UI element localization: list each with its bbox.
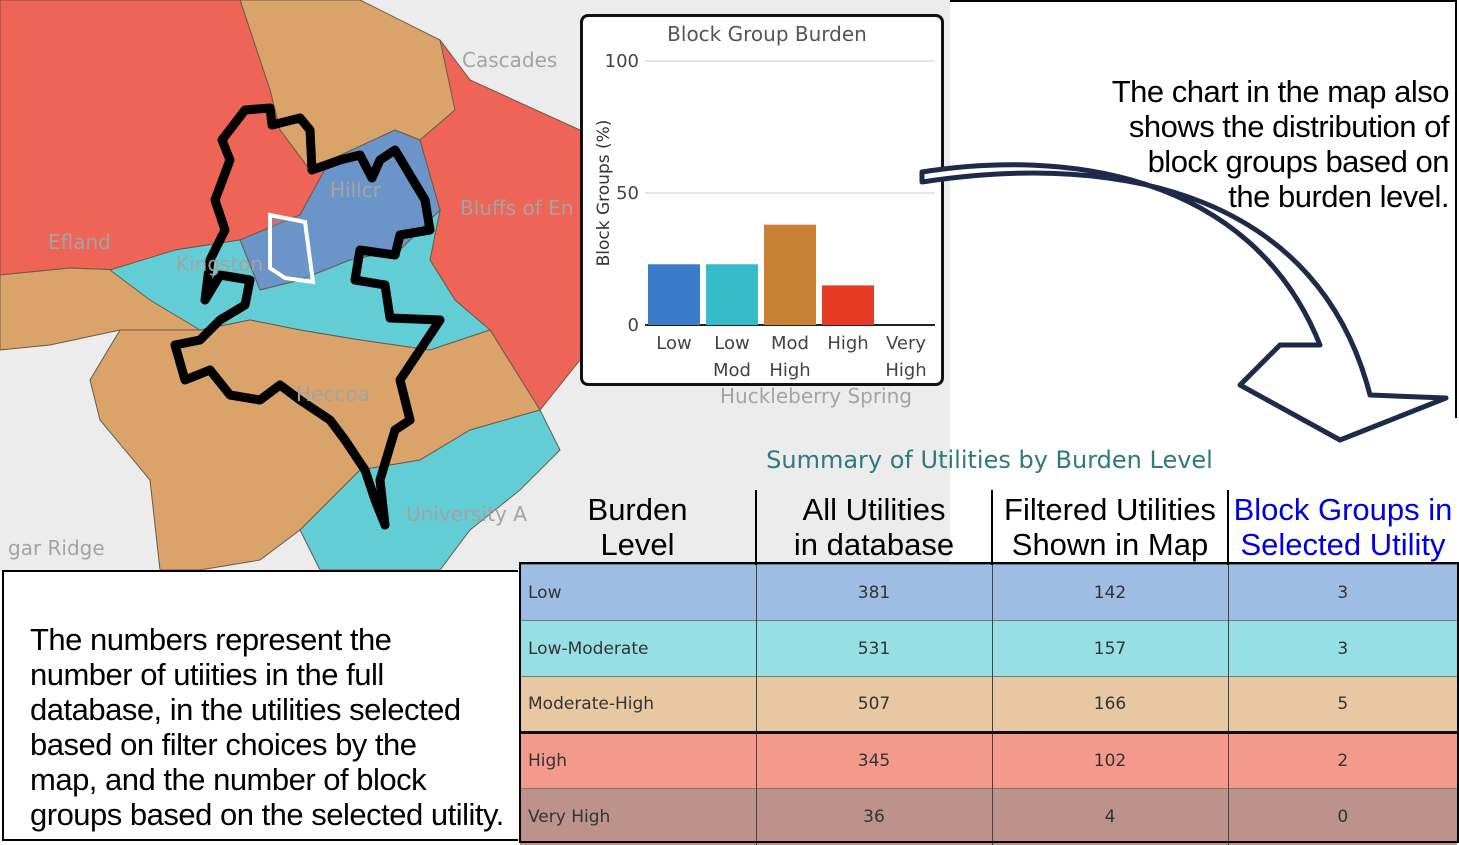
- chart-note-line: The chart in the map also: [1111, 74, 1450, 109]
- header-burden-level: Burden Level: [520, 490, 756, 565]
- table-note-line: based on filter choices by the: [30, 727, 417, 762]
- map-view[interactable]: Cascades Bluffs of En Hillcr Efland King…: [0, 0, 950, 570]
- cell-filtered-utilities: 4: [991, 788, 1228, 845]
- map-label-bluffs: Bluffs of En: [460, 196, 574, 220]
- cell-burden-level: Very High: [520, 788, 756, 845]
- chart-explanation-note: The chart in the map also shows the dist…: [1029, 74, 1450, 214]
- table-row: Moderate-High 507 166 5: [520, 676, 1457, 733]
- chart-y-tick-label: 50: [616, 183, 639, 204]
- chart-x-tick-label: High: [769, 360, 810, 381]
- chart-bar: [822, 285, 874, 325]
- chart-svg: Block Group Burden Block Groups (%) 0 50 100…: [594, 22, 935, 381]
- header-line: Shown in Map: [1011, 527, 1209, 562]
- table-note-line: database, in the utilities selected: [30, 692, 461, 727]
- cell-all-utilities: 36: [755, 788, 992, 845]
- cell-filtered-utilities: 142: [991, 564, 1228, 621]
- cell-all-utilities: 381: [755, 564, 992, 621]
- header-line: in database: [793, 527, 955, 562]
- table-note-line: The numbers represent the: [30, 622, 392, 657]
- table-row: High 345 102 2: [520, 731, 1457, 789]
- header-line: Filtered Utilities: [1004, 492, 1216, 527]
- table-note-line: groups based on the selected utility.: [30, 797, 504, 832]
- cell-all-utilities: 507: [755, 676, 992, 733]
- cell-burden-level: Low-Moderate: [520, 620, 756, 677]
- map-canvas[interactable]: [0, 0, 950, 570]
- cell-block-groups: 0: [1227, 788, 1457, 845]
- map-label-sugar-ridge: gar Ridge: [8, 536, 105, 560]
- header-line: Block Groups in: [1233, 492, 1453, 527]
- header-line: Burden: [587, 492, 688, 527]
- cell-all-utilities: 345: [755, 731, 992, 789]
- map-label-university: University A: [406, 502, 527, 526]
- map-regions: [0, 0, 631, 570]
- cell-block-groups: 2: [1227, 731, 1457, 789]
- header-line: Level: [600, 527, 675, 562]
- chart-x-tick-label: Low: [656, 333, 691, 354]
- chart-note-line: the burden level.: [1228, 179, 1449, 214]
- chart-note-line: shows the distribution of: [1128, 109, 1450, 144]
- chart-x-tick-label: Mod: [771, 333, 809, 354]
- table-explanation-note: The numbers represent the number of utii…: [30, 622, 515, 832]
- header-line: All Utilities: [802, 492, 946, 527]
- map-label-heccoa: Heccoa: [296, 382, 370, 406]
- cell-block-groups: 3: [1227, 564, 1457, 621]
- cell-burden-level: Low: [520, 564, 756, 621]
- summary-title: Summary of Utilities by Burden Level: [766, 446, 1213, 474]
- utility-boundary-outline: [170, 103, 445, 530]
- map-label-huckleberry: Huckleberry Spring: [720, 384, 912, 408]
- cell-burden-level: High: [520, 731, 756, 789]
- chart-note-line: block groups based on: [1147, 144, 1450, 179]
- table-explanation-box: [2, 570, 518, 841]
- header-line: Selected Utility: [1240, 527, 1446, 562]
- table-row: Low-Moderate 531 157 3: [520, 620, 1457, 677]
- chart-x-tick-label: Mod: [713, 360, 751, 381]
- summary-header-row: Burden Level All Utilities in database F…: [520, 490, 1457, 565]
- chart-bar: [764, 224, 816, 325]
- table-note-line: number of utiities in the full: [30, 657, 384, 692]
- chart-y-tick-label: 0: [628, 315, 639, 336]
- cell-burden-level: Moderate-High: [520, 676, 756, 733]
- summary-table: Burden Level All Utilities in database F…: [520, 490, 1457, 845]
- block-group-burden-chart: Block Group Burden Block Groups (%) 0 50 100…: [580, 14, 944, 386]
- selected-block-group[interactable]: [268, 212, 316, 285]
- map-label-cascades: Cascades: [462, 48, 558, 72]
- map-label-efland: Efland: [48, 230, 111, 254]
- chart-bar: [706, 264, 758, 325]
- table-note-line: map, and the number of block: [30, 762, 427, 797]
- chart-bar: [648, 264, 700, 325]
- map-label-hillcrest: Hillcr: [330, 178, 381, 202]
- chart-x-tick-label: Very: [886, 333, 926, 354]
- cell-filtered-utilities: 166: [991, 676, 1228, 733]
- header-block-groups: Block Groups in Selected Utility: [1227, 490, 1457, 565]
- region-low-mod-south[interactable]: [299, 409, 561, 570]
- chart-title: Block Group Burden: [667, 22, 867, 46]
- cell-block-groups: 3: [1227, 620, 1457, 677]
- cell-block-groups: 5: [1227, 676, 1457, 733]
- header-all-utilities: All Utilities in database: [755, 490, 992, 565]
- table-row: Very High 36 4 0: [520, 788, 1457, 845]
- cell-filtered-utilities: 102: [991, 731, 1228, 789]
- chart-x-tick-label: Low: [714, 333, 749, 354]
- map-label-kingston: Kingston: [176, 252, 264, 276]
- chart-x-tick-label: High: [885, 360, 926, 381]
- cell-filtered-utilities: 157: [991, 620, 1228, 677]
- chart-y-tick-label: 100: [605, 51, 639, 72]
- header-filtered-utilities: Filtered Utilities Shown in Map: [991, 490, 1228, 565]
- cell-all-utilities: 531: [755, 620, 992, 677]
- table-row: Low 381 142 3: [520, 564, 1457, 621]
- chart-x-tick-label: High: [827, 333, 868, 354]
- chart-y-axis-label: Block Groups (%): [594, 120, 614, 267]
